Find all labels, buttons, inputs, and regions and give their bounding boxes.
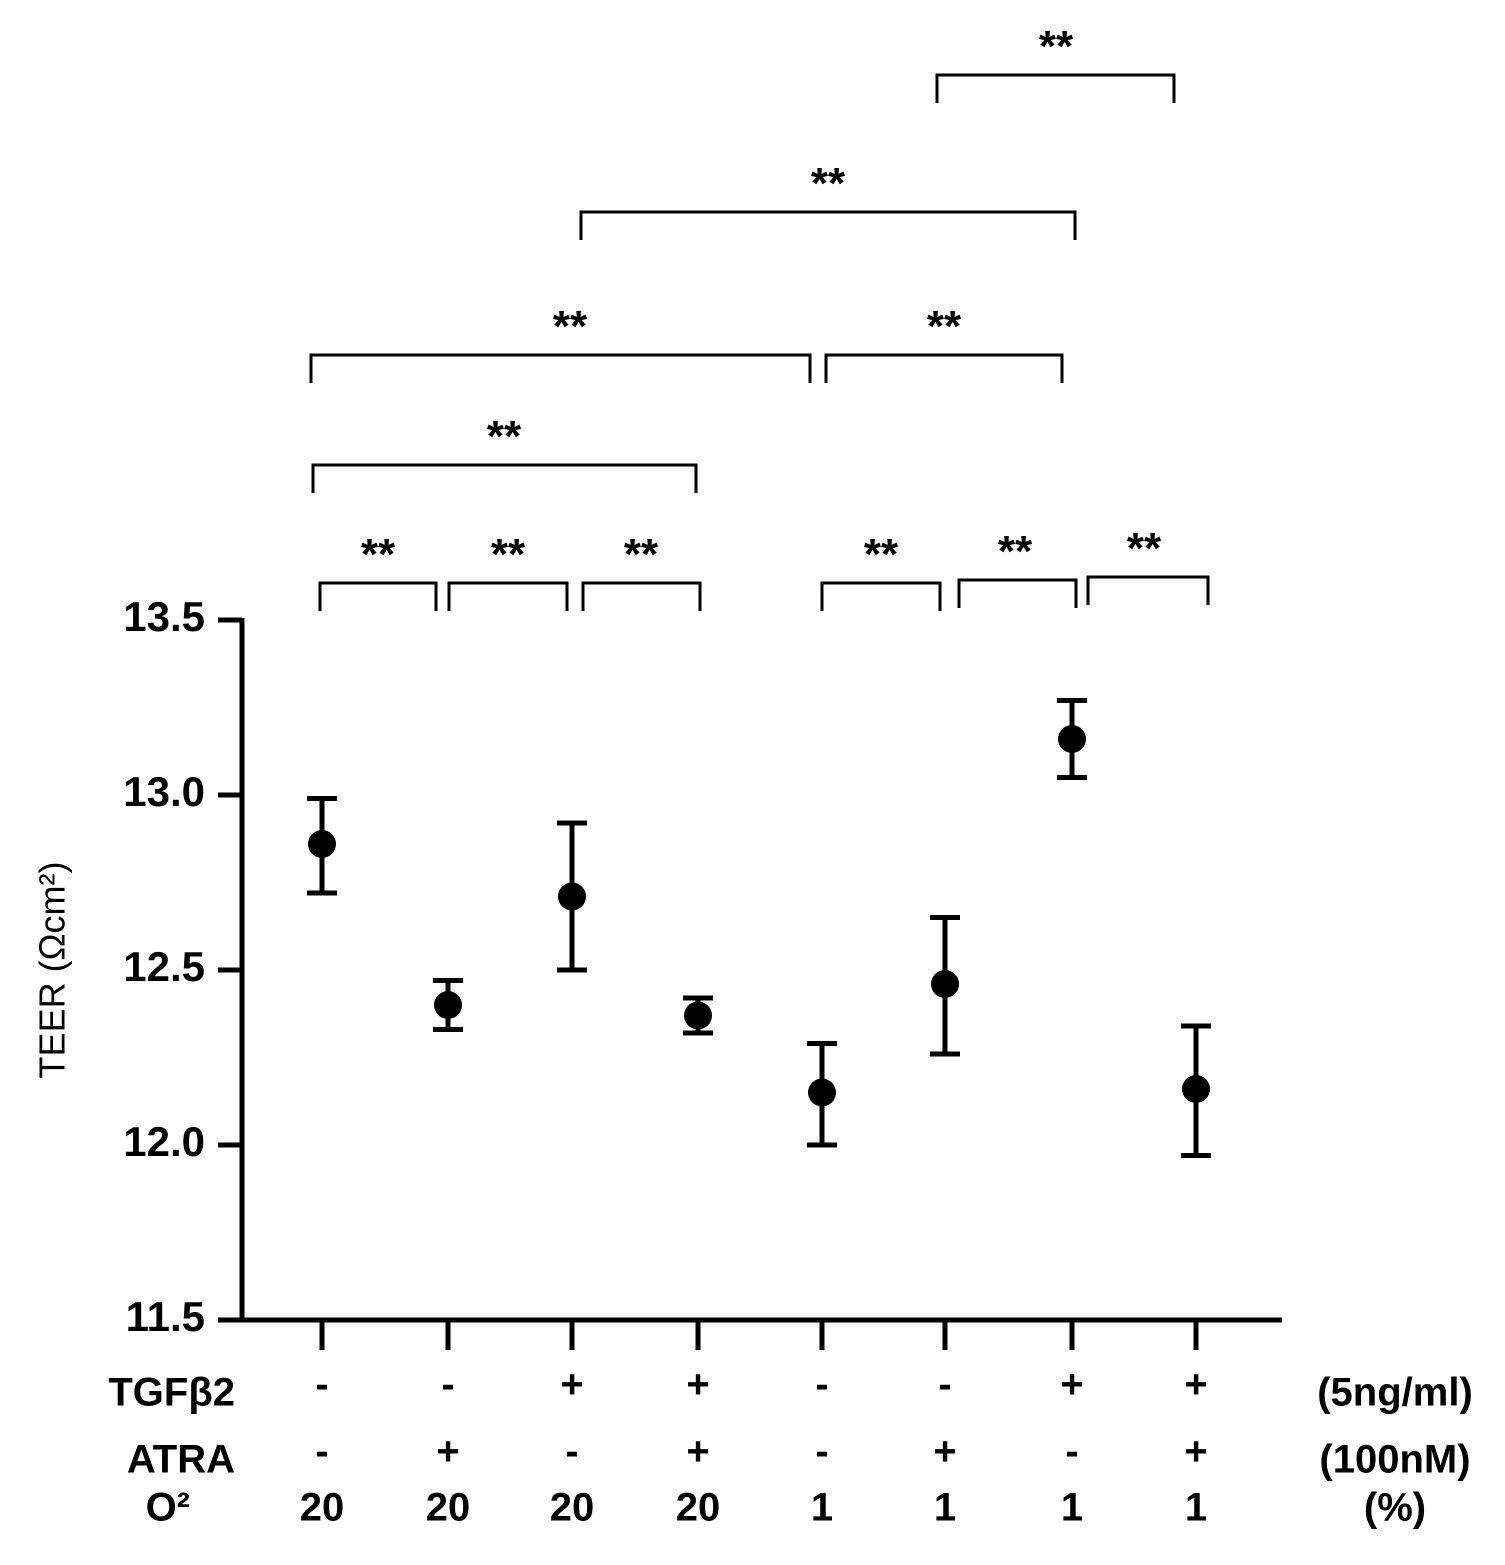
data-point — [308, 830, 336, 858]
condition-value: + — [686, 1363, 709, 1407]
data-point — [931, 970, 959, 998]
condition-value: - — [938, 1363, 951, 1407]
data-point — [808, 1078, 836, 1107]
condition-value: - — [315, 1430, 328, 1474]
condition-value: - — [441, 1363, 454, 1407]
significance-label: ** — [927, 302, 962, 351]
significance-bracket — [581, 581, 702, 611]
condition-unit: (5ng/ml) — [1317, 1371, 1473, 1415]
significance-bracket — [318, 581, 438, 611]
condition-value: + — [436, 1430, 459, 1474]
condition-unit: (100nM) — [1319, 1438, 1470, 1482]
data-point — [434, 991, 462, 1019]
data-point — [684, 1001, 712, 1030]
y-tick-label: 12.0 — [123, 1118, 205, 1165]
condition-value: + — [933, 1430, 956, 1474]
y-tick-label: 11.5 — [126, 1293, 205, 1340]
significance-label: ** — [864, 530, 899, 579]
significance-brackets: ** ** ** ** ** ** ** ** ** ** ** — [309, 22, 1210, 611]
condition-value: 20 — [550, 1486, 595, 1530]
y-ticks: 13.5 13.0 12.5 12.0 11.5 — [123, 593, 242, 1340]
data-point — [1182, 1075, 1210, 1103]
significance-label: ** — [361, 530, 396, 579]
condition-row-label: TGFβ2 — [108, 1371, 235, 1415]
condition-value: - — [1065, 1430, 1078, 1474]
significance-bracket — [447, 581, 569, 611]
condition-value: - — [815, 1363, 828, 1407]
significance-label: ** — [1039, 22, 1074, 71]
significance-label: ** — [811, 159, 846, 208]
significance-label: ** — [553, 302, 588, 351]
condition-value: + — [1184, 1363, 1207, 1407]
condition-table: TGFβ2 - - + + - - + + (5ng/ml) ATRA - + - + - + - + (100nM)… — [108, 1363, 1472, 1530]
significance-bracket — [311, 463, 698, 493]
x-ticks — [319, 1320, 1199, 1350]
significance-label: ** — [487, 412, 522, 461]
error-bars — [307, 698, 1211, 1158]
condition-value: 1 — [811, 1486, 833, 1530]
y-tick-label: 13.0 — [123, 768, 205, 815]
condition-value: 20 — [300, 1486, 345, 1530]
condition-value: 1 — [1061, 1486, 1083, 1530]
significance-label: ** — [1127, 524, 1162, 573]
condition-value: 20 — [426, 1486, 471, 1530]
condition-value: 20 — [676, 1486, 721, 1530]
condition-value: - — [565, 1430, 578, 1474]
significance-label: ** — [491, 530, 526, 579]
condition-row-label: ATRA — [127, 1438, 235, 1482]
condition-value: + — [686, 1430, 709, 1474]
significance-bracket — [579, 210, 1077, 240]
condition-value: - — [315, 1363, 328, 1407]
condition-unit: (%) — [1364, 1486, 1426, 1530]
data-point — [558, 882, 586, 911]
condition-value: + — [560, 1363, 583, 1407]
significance-bracket — [1086, 575, 1210, 605]
condition-row-label: O² — [146, 1486, 190, 1530]
significance-label: ** — [998, 527, 1033, 576]
significance-label: ** — [624, 530, 659, 579]
condition-value: + — [1184, 1430, 1207, 1474]
significance-bracket — [935, 73, 1176, 103]
condition-value: + — [1060, 1363, 1083, 1407]
significance-bracket — [957, 578, 1078, 608]
axes — [239, 618, 1282, 1323]
significance-bracket — [820, 581, 942, 611]
condition-value: - — [815, 1430, 828, 1474]
y-axis-label: TEER (Ωcm²) — [32, 862, 73, 1079]
data-point — [1058, 725, 1086, 753]
data-points — [308, 725, 1210, 1107]
condition-value: 1 — [934, 1486, 956, 1530]
significance-bracket — [309, 353, 812, 383]
condition-value: 1 — [1185, 1486, 1207, 1530]
y-tick-label: 12.5 — [123, 943, 205, 990]
significance-bracket — [824, 353, 1064, 383]
y-tick-label: 13.5 — [123, 593, 205, 640]
